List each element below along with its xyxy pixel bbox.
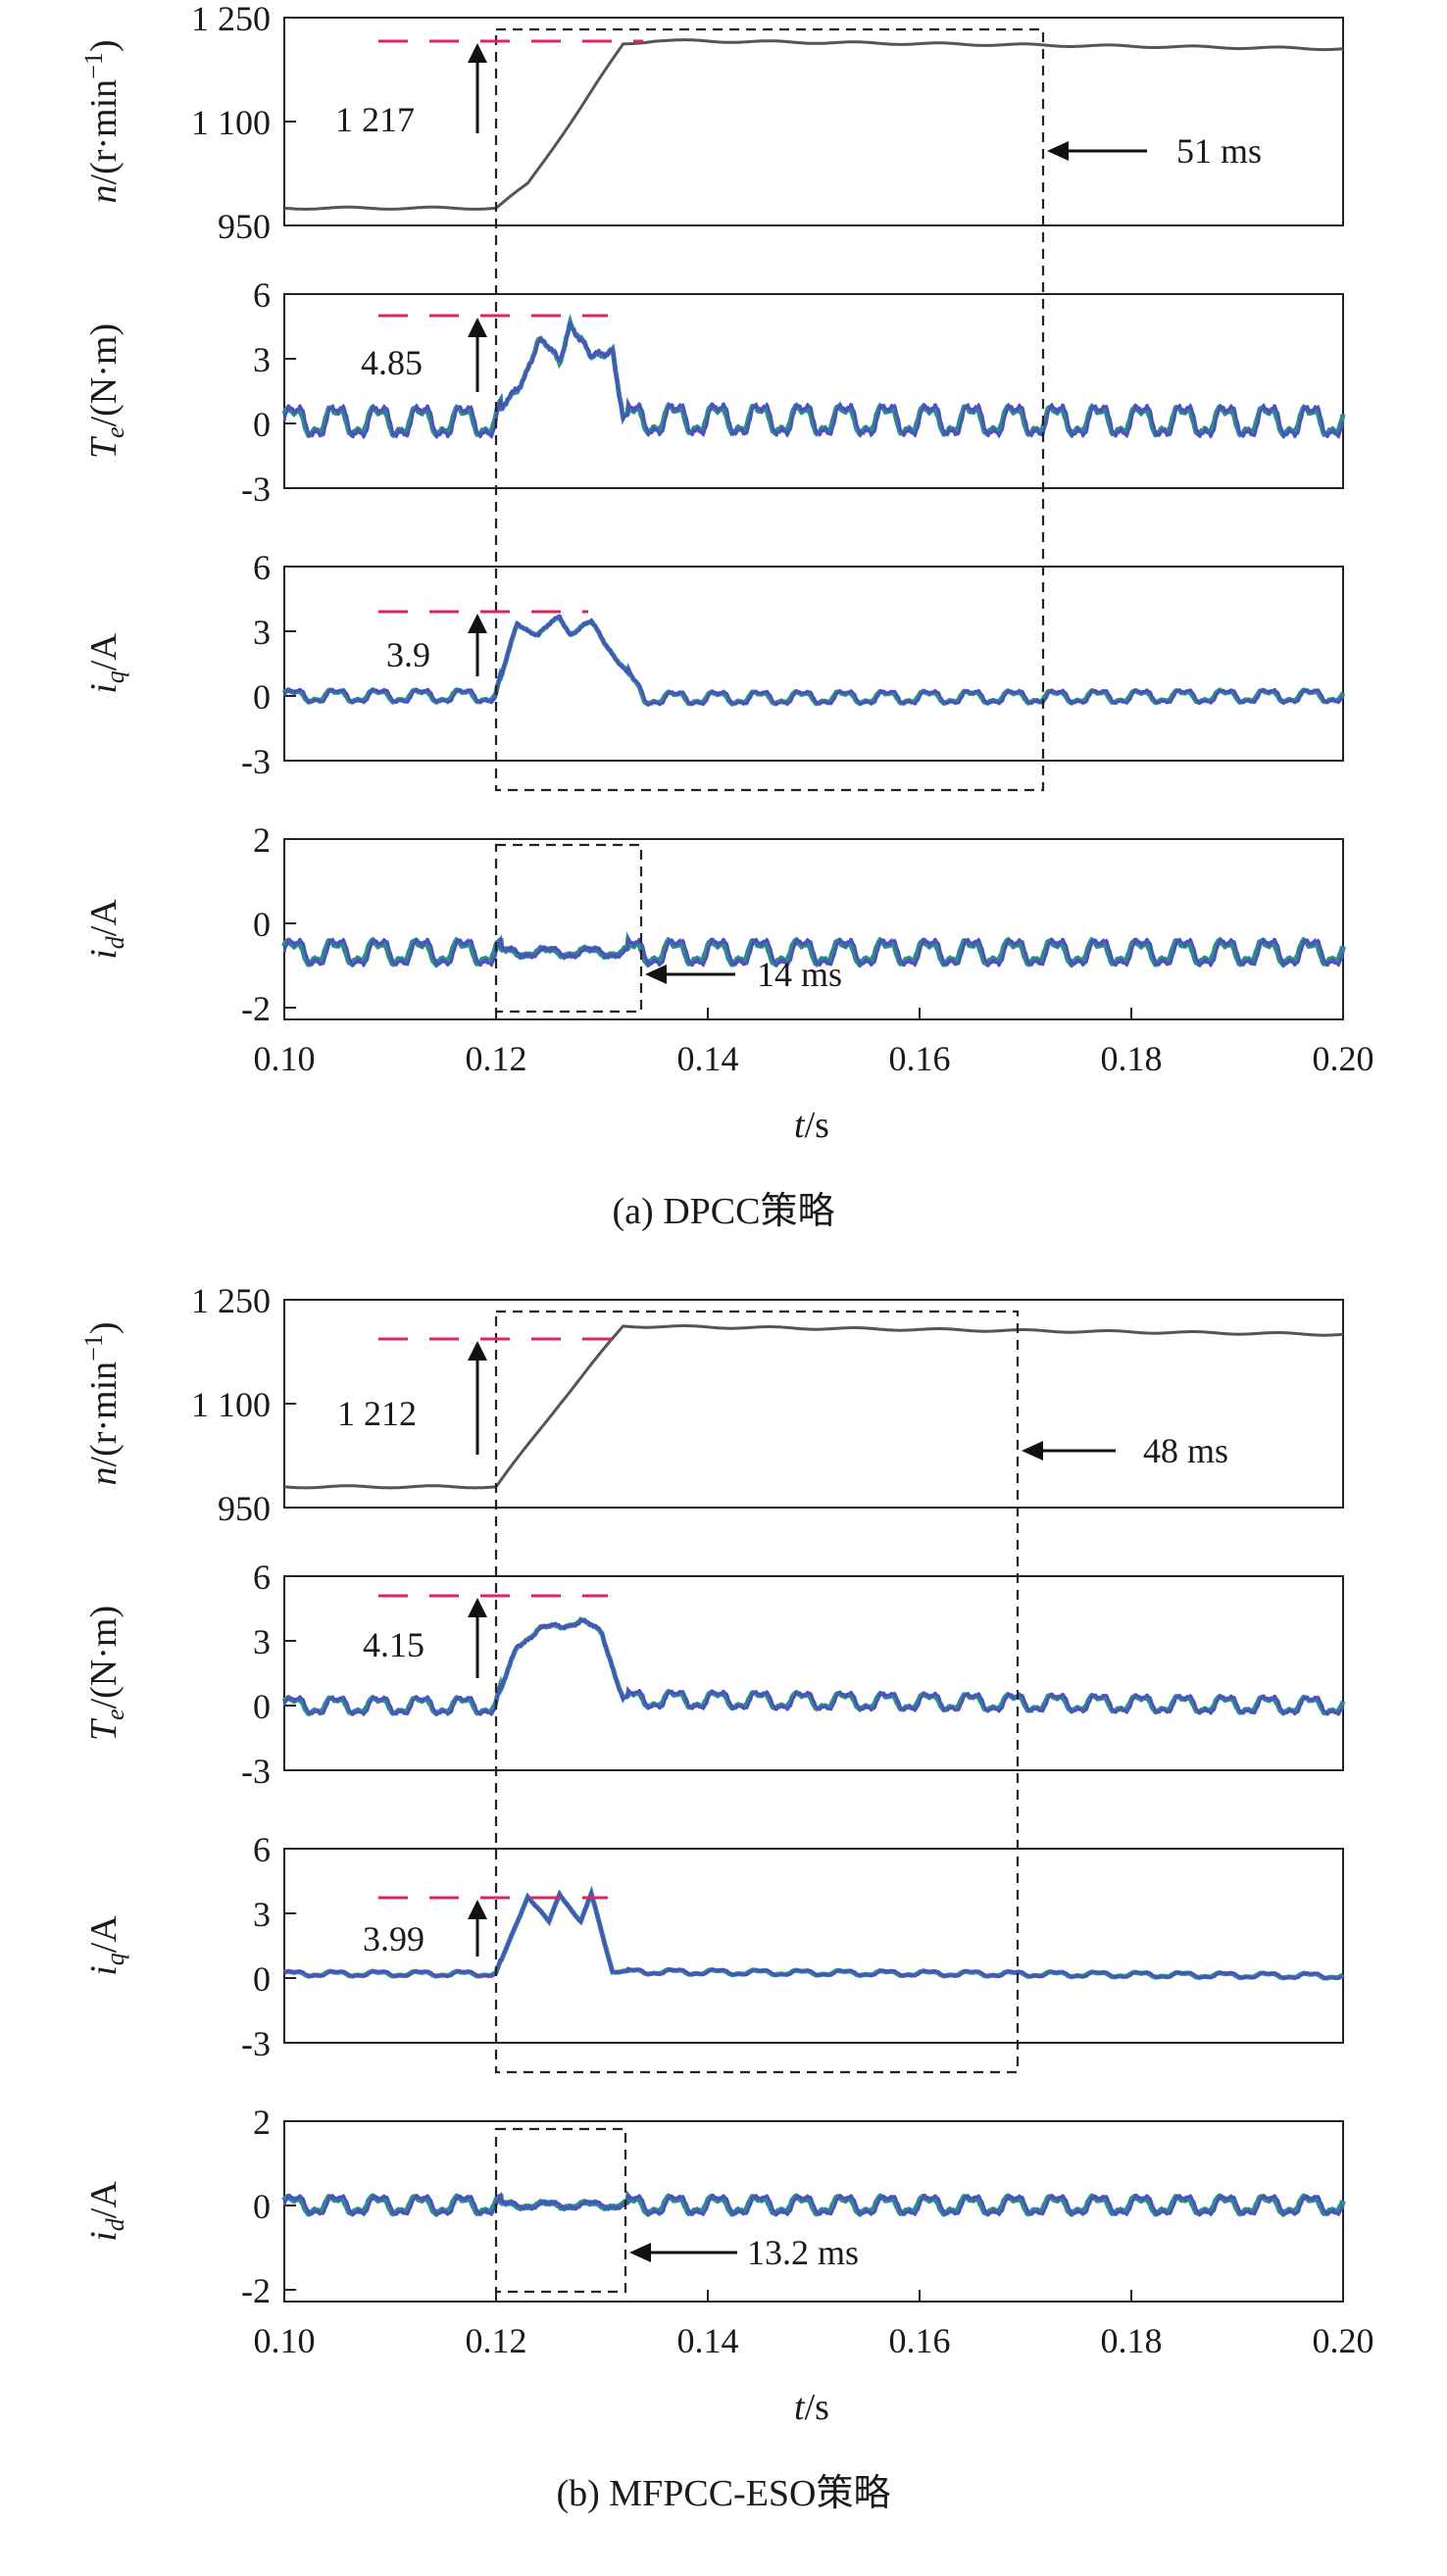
ytick-label: 950 (218, 207, 271, 246)
ytick-label: -3 (241, 470, 271, 509)
panel-a-iq: 6 3 0 -3 iq/A (83, 548, 1343, 781)
ytick-label: -3 (241, 2024, 271, 2063)
ytick-label: 6 (253, 275, 271, 315)
ylabel-iq-a: iq/A (83, 633, 129, 694)
window-arrowhead (629, 2243, 651, 2262)
trace-iq-b (284, 1894, 1343, 1979)
ytick-label: 3 (253, 1622, 271, 1661)
ytick-label: 0 (253, 2187, 271, 2226)
peak-arrowhead (468, 1598, 487, 1617)
panel-b-iq-frame (284, 1849, 1343, 2043)
id-window-box-a (496, 845, 641, 1012)
panel-a-speed: 1 250 1 100 950 n/(r·min−1) (79, 0, 1343, 246)
ylabel-torque-b: Te/(N·m) (83, 1606, 129, 1741)
panel-b-iq: 6 3 0 -3 iq/A (83, 1830, 1343, 2063)
ytick-label: 1 250 (191, 0, 271, 38)
id-window-label-a: 14 ms (757, 955, 842, 994)
trace-torque-b (284, 1620, 1343, 1714)
ytick-label: -2 (241, 989, 271, 1028)
ytick-label: 2 (253, 2103, 271, 2142)
ylabel-id-a: id/A (83, 899, 129, 960)
ytick-label: 0 (253, 1687, 271, 1726)
panel-a-torque: 6 3 0 -3 Te/(N·m) (83, 275, 1343, 509)
annotations-a: 1 217 4.85 3.9 51 ms 14 ms (335, 29, 1262, 1012)
xlabel-a: t/s (794, 1105, 829, 1146)
xtick-label: 0.18 (1101, 2321, 1163, 2360)
panel-b-id: 2 0 -2 id/A (83, 2103, 1343, 2310)
window-label-b: 48 ms (1143, 1431, 1228, 1470)
ytick-label: 6 (253, 1558, 271, 1597)
xtick-label: 0.18 (1101, 1039, 1163, 1078)
peak-arrowhead (468, 1900, 487, 1919)
ytick-label: -2 (241, 2271, 271, 2310)
ylabel-id-b: id/A (83, 2181, 129, 2242)
peak-arrowhead (468, 43, 487, 63)
ytick-label: 3 (253, 613, 271, 652)
panel-a-speed-frame (284, 18, 1343, 225)
ytick-label: 3 (253, 1895, 271, 1934)
xaxis-b: 0.10 0.12 0.14 0.16 0.18 0.20 t/s (254, 2321, 1374, 2428)
window-arrowhead (1022, 1441, 1043, 1461)
xtick-label: 0.16 (889, 1039, 951, 1078)
xtick-label: 0.14 (677, 2321, 739, 2360)
ytick-label: 6 (253, 548, 271, 587)
xtick-label: 0.16 (889, 2321, 951, 2360)
ylabel-iq-b: iq/A (83, 1915, 129, 1976)
caption-b: (b) MFPCC-ESO策略 (557, 2473, 891, 2514)
caption-a: (a) DPCC策略 (613, 1191, 835, 1232)
window-arrowhead (1047, 141, 1069, 161)
xtick-label: 0.20 (1313, 2321, 1374, 2360)
ytick-label: -3 (241, 1752, 271, 1791)
xtick-label: 0.10 (254, 2321, 316, 2360)
ylabel-speed-b: n/(r·min−1) (79, 1322, 125, 1486)
peak-label-iq-b: 3.99 (363, 1919, 424, 1958)
ytick-label: 0 (253, 1959, 271, 1999)
annotations-b: 1 212 4.15 3.99 48 ms 13.2 ms (337, 1312, 1228, 2292)
figure-a: 1 250 1 100 950 n/(r·min−1) 6 3 0 -3 Te/… (79, 0, 1374, 1232)
ytick-label: 950 (218, 1489, 271, 1528)
ytick-label: 1 100 (191, 1385, 271, 1424)
ytick-label: -3 (241, 742, 271, 781)
panel-b-torque: 6 3 0 -3 Te/(N·m) (83, 1558, 1343, 1791)
ytick-label: 1 100 (191, 103, 271, 142)
panel-a-torque-frame (284, 294, 1343, 488)
ytick-label: 1 250 (191, 1281, 271, 1320)
ytick-label: 0 (253, 405, 271, 444)
panel-a-iq-frame (284, 567, 1343, 761)
panel-b-speed: 1 250 1 100 950 n/(r·min−1) (79, 1281, 1343, 1528)
ytick-label: 0 (253, 677, 271, 717)
trace-iq-b-teal (284, 1894, 1343, 1978)
peak-arrowhead (468, 318, 487, 337)
peak-label-speed-b: 1 212 (337, 1394, 417, 1433)
peak-label-iq-a: 3.9 (386, 635, 430, 674)
xaxis-a: 0.10 0.12 0.14 0.16 0.18 0.20 t/s (254, 1039, 1374, 1146)
peak-label-torque-a: 4.85 (361, 343, 423, 382)
peak-label-torque-b: 4.15 (363, 1625, 424, 1664)
ylabel-torque-a: Te/(N·m) (83, 323, 129, 459)
ylabel-speed-a: n/(r·min−1) (79, 40, 125, 204)
xlabel-b: t/s (794, 2387, 829, 2428)
peak-label-speed-a: 1 217 (335, 100, 415, 139)
panel-b-torque-frame (284, 1576, 1343, 1770)
window-label-a: 51 ms (1176, 131, 1262, 171)
xtick-label: 0.12 (466, 1039, 527, 1078)
trace-iq-a (284, 616, 1343, 705)
ytick-label: 6 (253, 1830, 271, 1869)
xtick-label: 0.14 (677, 1039, 739, 1078)
peak-arrowhead (468, 614, 487, 633)
trace-speed-a (284, 40, 1343, 210)
xtick-label: 0.20 (1313, 1039, 1374, 1078)
peak-arrowhead (468, 1341, 487, 1361)
ytick-label: 0 (253, 905, 271, 944)
ytick-label: 2 (253, 820, 271, 860)
xtick-label: 0.10 (254, 1039, 316, 1078)
xtick-label: 0.12 (466, 2321, 527, 2360)
panel-a-id: 2 0 -2 id/A (83, 820, 1343, 1028)
id-window-label-b: 13.2 ms (747, 2233, 859, 2272)
figure-b: 1 250 1 100 950 n/(r·min−1) 6 3 0 -3 Te/… (79, 1281, 1374, 2514)
trace-torque-a (284, 322, 1343, 437)
ytick-label: 3 (253, 340, 271, 379)
